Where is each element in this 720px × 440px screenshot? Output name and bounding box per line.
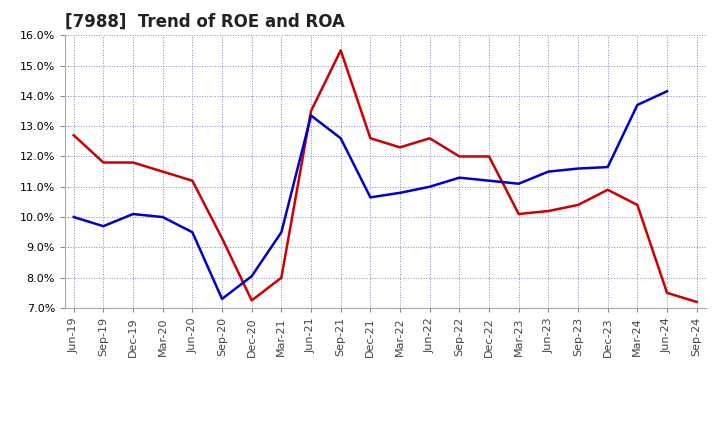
ROA [455,175,464,180]
ROE [633,202,642,208]
Line: ROA: ROA [73,91,667,299]
ROA [662,88,671,94]
ROE [574,202,582,208]
ROE [455,154,464,159]
ROA [248,274,256,279]
ROA [426,184,434,189]
ROE [248,298,256,303]
ROE [129,160,138,165]
ROA [158,214,167,220]
ROA [307,113,315,118]
Line: ROE: ROE [73,50,697,302]
ROA [69,214,78,220]
ROA [188,230,197,235]
ROA [217,296,226,301]
ROE [603,187,612,192]
ROE [662,290,671,296]
ROE [277,275,286,280]
ROE [396,145,405,150]
ROA [396,190,405,195]
ROE [485,154,493,159]
ROE [693,299,701,304]
ROA [603,165,612,170]
ROA [544,169,553,174]
ROA [277,230,286,235]
ROE [217,236,226,241]
ROE [336,48,345,53]
ROA [574,166,582,171]
ROA [336,136,345,141]
Text: [7988]  Trend of ROE and ROA: [7988] Trend of ROE and ROA [65,13,345,31]
ROE [366,136,374,141]
ROE [544,209,553,214]
ROE [426,136,434,141]
ROA [129,211,138,216]
ROA [485,178,493,183]
ROA [366,195,374,200]
ROE [307,108,315,114]
ROE [188,178,197,183]
ROE [514,211,523,216]
ROE [69,132,78,138]
ROA [514,181,523,187]
ROE [99,160,108,165]
ROA [633,102,642,107]
ROA [99,224,108,229]
ROE [158,169,167,174]
